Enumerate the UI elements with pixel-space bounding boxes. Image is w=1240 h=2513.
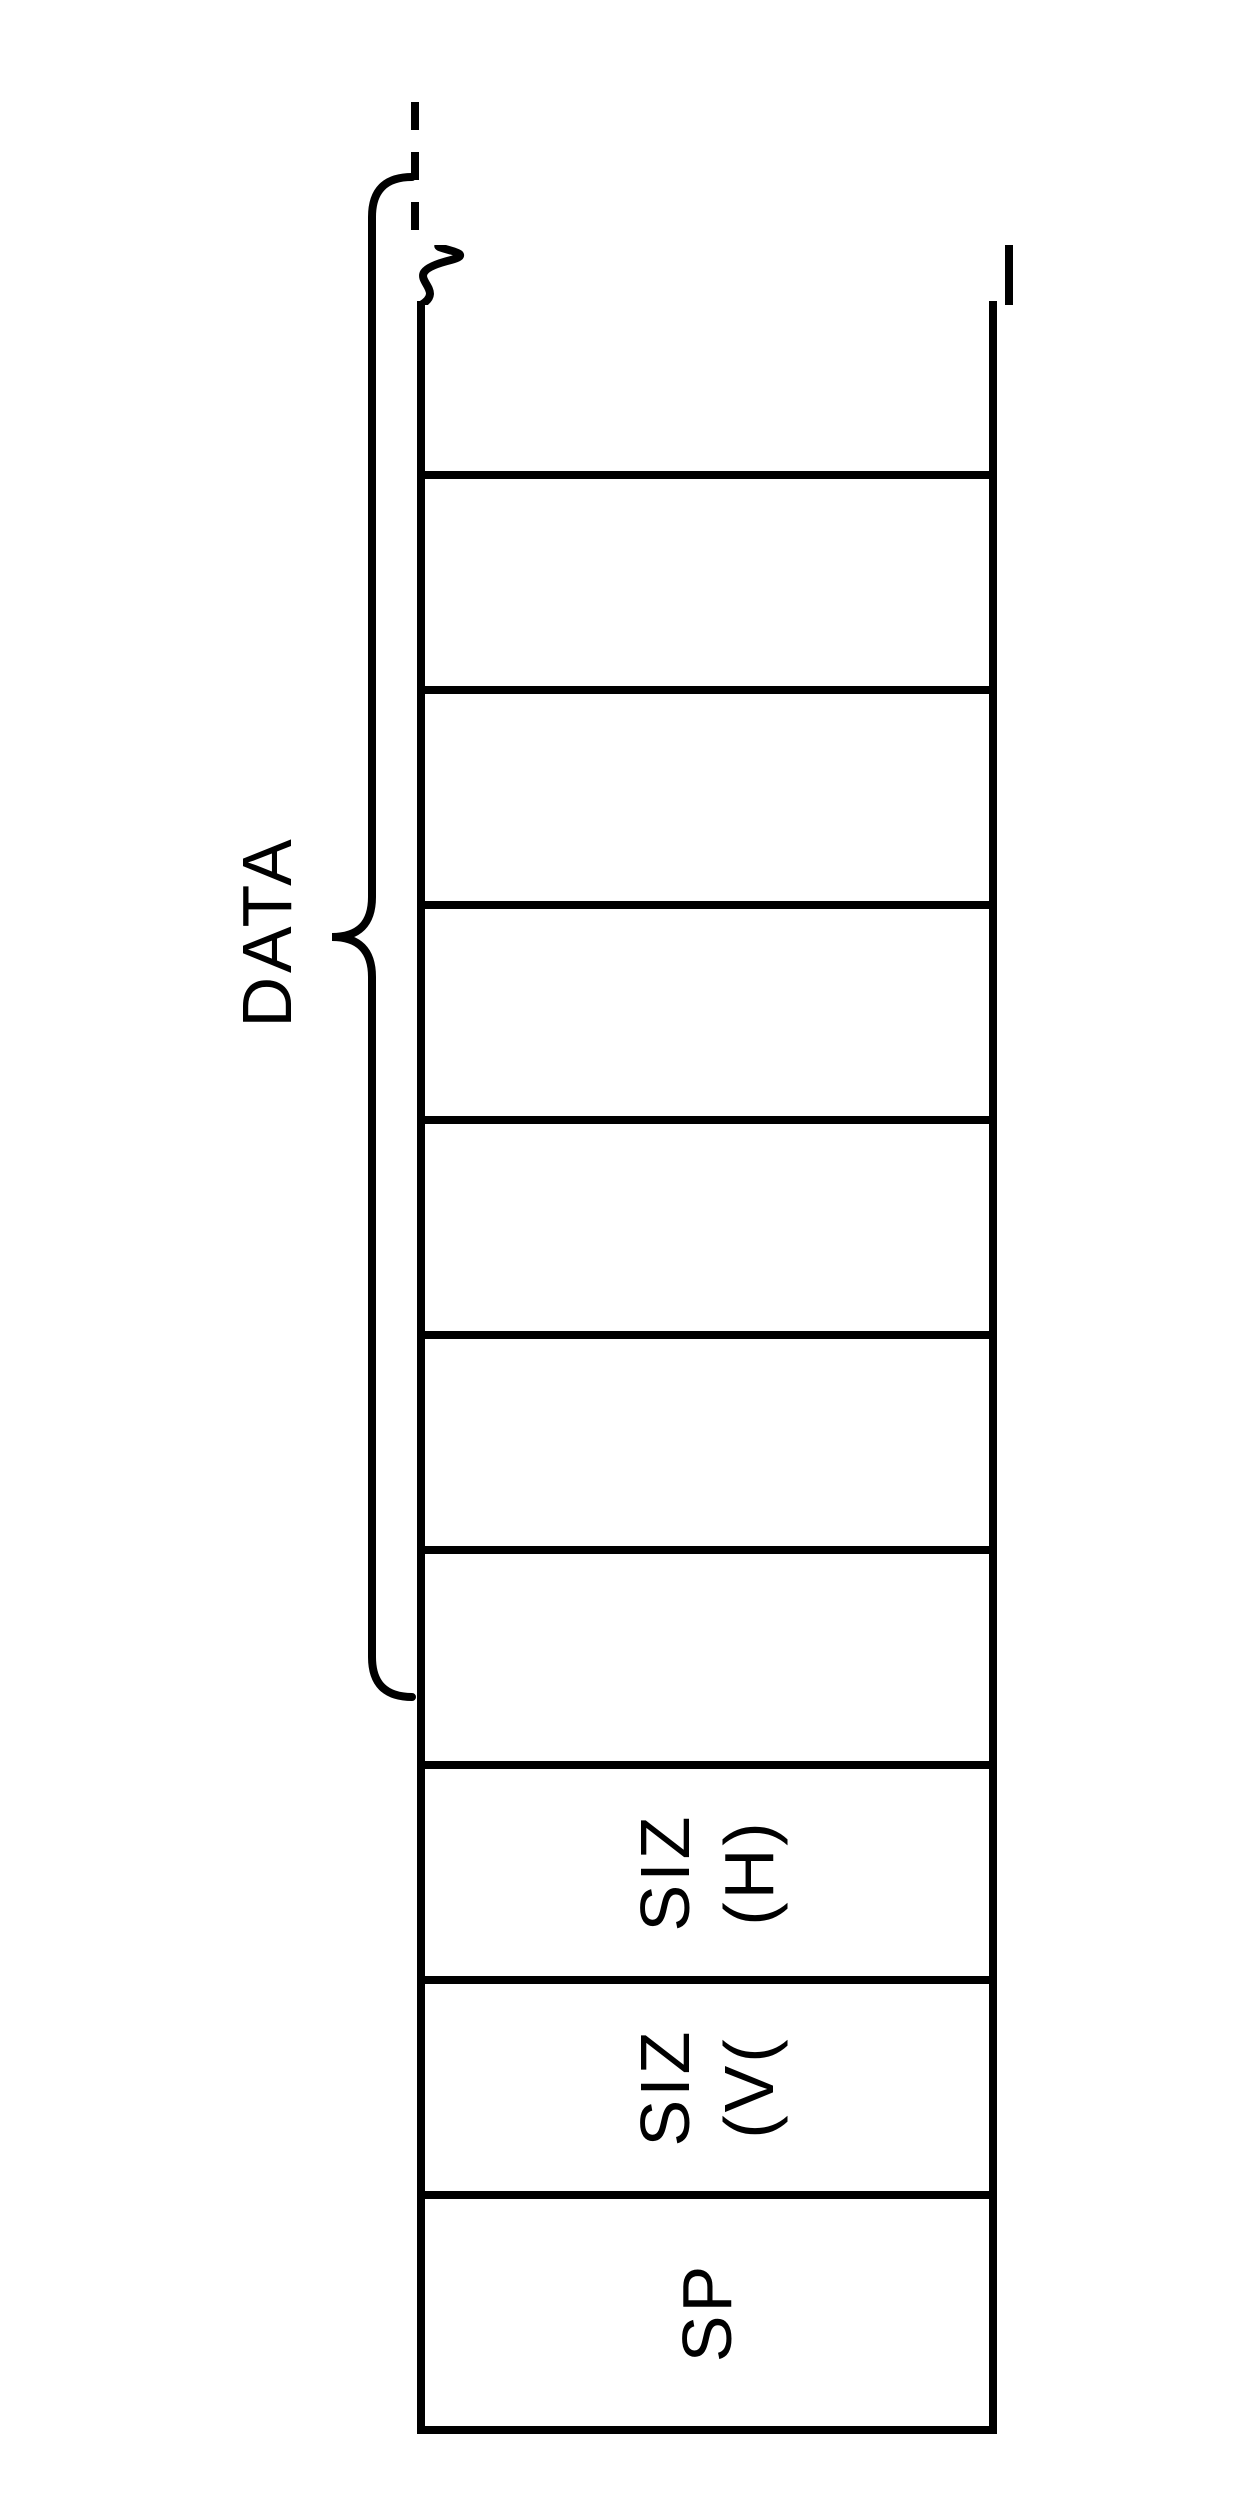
dash — [411, 102, 419, 130]
dash — [411, 152, 419, 180]
cell-siz-v: SIZ(V( — [425, 1976, 989, 2191]
cell-data-7-torn — [425, 301, 989, 471]
dash — [411, 202, 419, 230]
torn-edge-icon — [417, 245, 1013, 305]
cell-data-2 — [425, 1331, 989, 1546]
cell-siz-h: SIZ(H) — [425, 1761, 989, 1976]
cell-sp-line1: SP — [665, 2262, 749, 2361]
cell-siz-v-line2: (V( — [707, 2036, 791, 2138]
continuation-dashes — [411, 80, 419, 230]
cell-data-1 — [425, 1546, 989, 1761]
cell-data-4 — [425, 901, 989, 1116]
cell-sp: SP — [425, 2191, 989, 2426]
cell-siz-h-line2: (H) — [707, 1819, 791, 1925]
data-label: DATA — [227, 156, 307, 2357]
packet-table: SPSIZ(V(SIZ(H) — [417, 301, 997, 2434]
table-wrap: SPSIZ(V(SIZ(H) — [417, 80, 1013, 2434]
cell-siz-h-line1: SIZ — [623, 1813, 707, 1931]
cell-data-3 — [425, 1116, 989, 1331]
cell-siz-v-line1: SIZ — [623, 2028, 707, 2146]
cell-data-5 — [425, 686, 989, 901]
cell-data-6 — [425, 471, 989, 686]
brace-icon — [327, 156, 417, 2357]
packet-diagram: DATA SPSIZ(V(SIZ(H) — [227, 80, 1013, 2434]
